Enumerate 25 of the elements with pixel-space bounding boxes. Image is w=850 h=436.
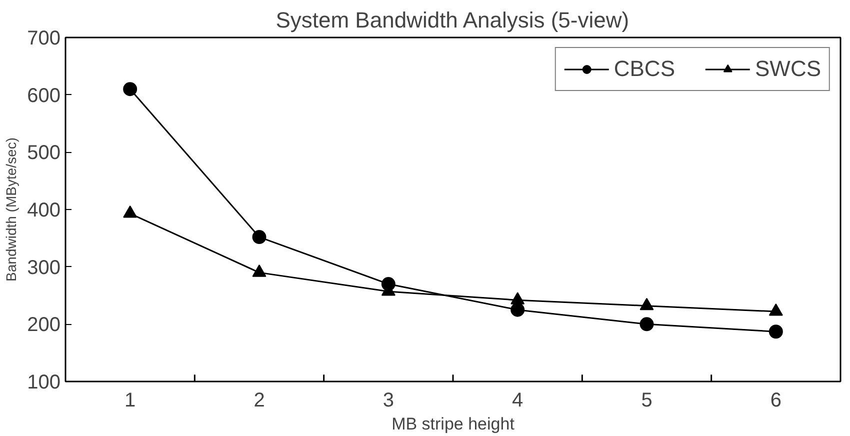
x-axis-title: MB stripe height xyxy=(392,414,515,434)
y-tick-label: 100 xyxy=(27,372,61,394)
x-tick-label: 5 xyxy=(641,390,652,412)
point xyxy=(252,264,266,277)
point xyxy=(252,230,266,244)
legend-label: CBCS xyxy=(614,56,675,82)
y-tick-label: 600 xyxy=(27,84,61,107)
y-tick-label: 300 xyxy=(27,256,61,279)
point xyxy=(510,292,525,304)
x-tick-label: 6 xyxy=(770,390,782,412)
chart-title: System Bandwidth Analysis (5-view) xyxy=(276,8,630,32)
legend-label: SWCS xyxy=(755,56,821,82)
x-tick-label: 1 xyxy=(124,390,136,412)
y-axis-title: Bandwidth (MByte/sec) xyxy=(3,138,20,282)
y-tick-label: 400 xyxy=(27,200,61,222)
point xyxy=(768,304,783,316)
y-tick-label: 700 xyxy=(27,28,61,50)
y-tick-label: 500 xyxy=(27,142,61,164)
point xyxy=(640,298,654,310)
x-tick-label: 4 xyxy=(512,390,524,412)
point xyxy=(123,206,138,218)
x-tick-label: 2 xyxy=(254,390,265,412)
point xyxy=(123,82,138,96)
y-tick-label: 200 xyxy=(27,314,61,336)
x-tick-label: 3 xyxy=(382,390,394,412)
